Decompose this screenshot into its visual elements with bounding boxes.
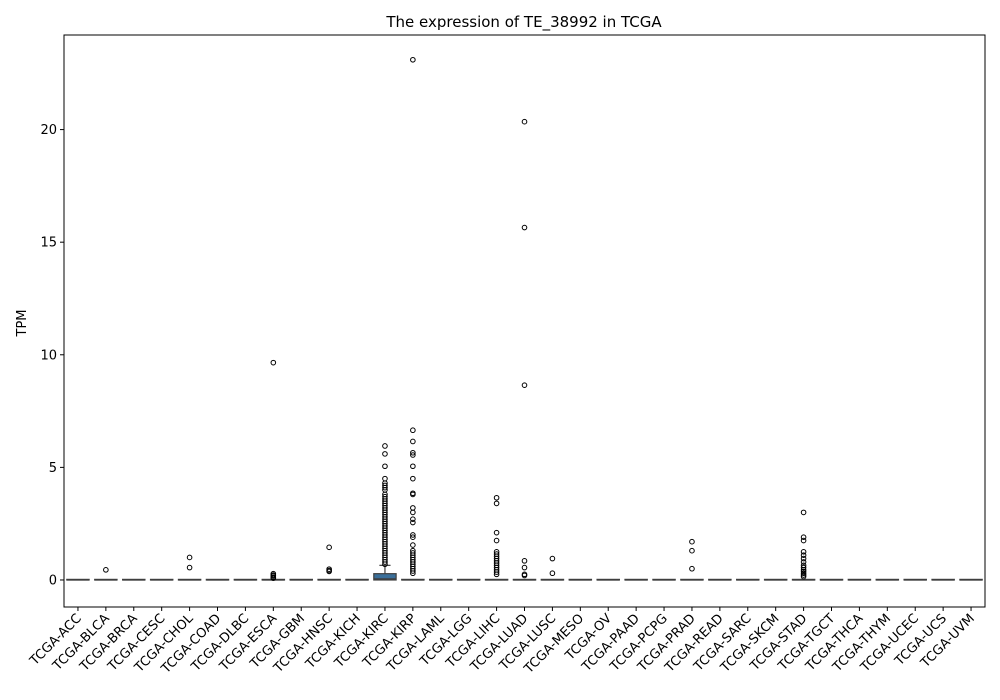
- outlier-point: [493, 537, 500, 544]
- outlier-point: [800, 534, 807, 540]
- outlier-point: [326, 544, 332, 551]
- outlier-point: [382, 463, 388, 470]
- outlier-point: [382, 484, 388, 491]
- outlier-point: [410, 509, 416, 516]
- outlier-point: [549, 555, 556, 562]
- outlier-point: [800, 559, 807, 565]
- outlier-point: [521, 558, 528, 564]
- outlier-point: [549, 570, 556, 577]
- outlier-point: [410, 56, 416, 63]
- outlier-point: [382, 561, 388, 568]
- outlier-point: [410, 438, 416, 445]
- outlier-point: [410, 491, 416, 498]
- outlier-point: [410, 463, 416, 470]
- chart-title: The expression of TE_38992 in TCGA: [385, 13, 662, 32]
- outlier-point: [800, 549, 807, 555]
- outlier-point: [689, 565, 695, 572]
- outlier-point: [521, 224, 528, 231]
- outlier-point: [382, 443, 388, 449]
- outlier-point: [689, 538, 695, 545]
- outlier-point: [493, 571, 500, 578]
- outlier-point: [800, 509, 807, 516]
- y-tick-label: 5: [49, 461, 57, 476]
- outlier-point: [382, 559, 388, 565]
- y-tick-label: 15: [40, 236, 57, 251]
- outlier-point: [521, 382, 528, 388]
- plot-frame: [63, 34, 986, 608]
- outlier-point: [800, 573, 807, 580]
- y-axis-label: TPM: [15, 310, 30, 338]
- outlier-point: [800, 564, 807, 571]
- outlier-point: [689, 547, 695, 554]
- outlier-point: [410, 568, 416, 574]
- outlier-point: [410, 534, 416, 540]
- outlier-point: [382, 451, 388, 457]
- outlier-point: [103, 567, 109, 573]
- outlier-point: [493, 569, 500, 575]
- outlier-point: [800, 568, 807, 575]
- outlier-point: [410, 449, 416, 456]
- outlier-point: [800, 555, 807, 562]
- outlier-point: [521, 572, 528, 579]
- y-tick-label: 10: [40, 348, 57, 363]
- outlier-point: [410, 452, 416, 458]
- outlier-point: [410, 519, 416, 526]
- outlier-point: [800, 537, 807, 544]
- outlier-point: [521, 564, 528, 571]
- outlier-point: [410, 532, 416, 538]
- outlier-point: [800, 552, 807, 559]
- outlier-point: [326, 568, 332, 575]
- outlier-point: [493, 494, 500, 501]
- outlier-point: [186, 554, 193, 561]
- outlier-point: [270, 359, 277, 366]
- outlier-point: [186, 564, 193, 571]
- outlier-point: [521, 118, 528, 125]
- y-tick-label: 20: [40, 123, 57, 138]
- outlier-point: [410, 516, 416, 522]
- outlier-point: [410, 475, 416, 482]
- outlier-point: [410, 427, 416, 434]
- outlier-point: [493, 500, 500, 507]
- outlier-point: [800, 570, 807, 577]
- outlier-point: [270, 575, 277, 581]
- box: [373, 573, 397, 581]
- outlier-point: [410, 542, 416, 548]
- outlier-point: [410, 570, 416, 577]
- outlier-point: [493, 529, 500, 536]
- y-tick-label: 0: [49, 573, 57, 588]
